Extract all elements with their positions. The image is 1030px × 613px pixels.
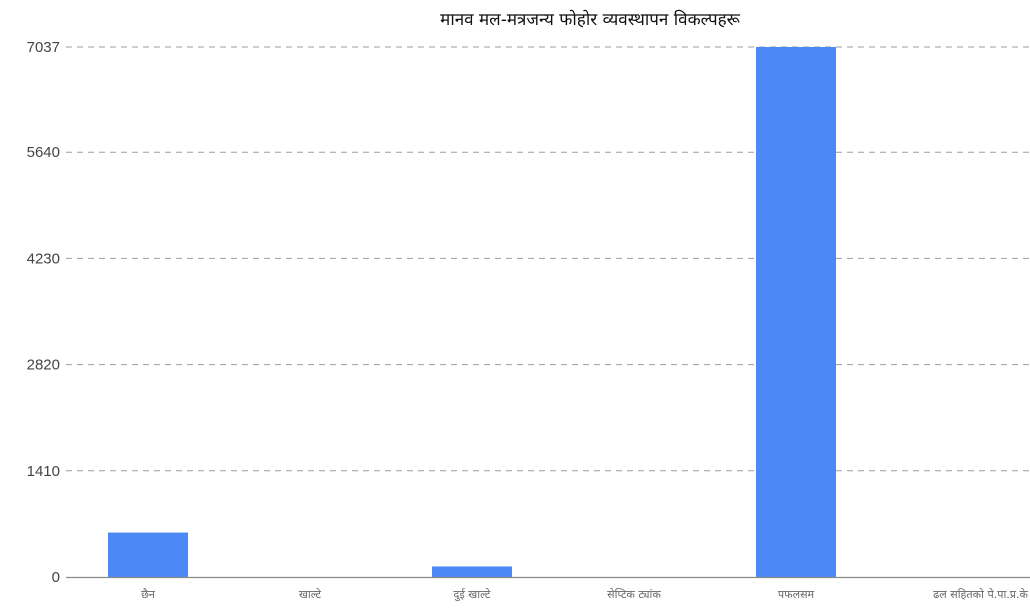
x-tick-label: ढल सहितको पे.पा.प्र.के [933,588,1028,601]
y-tick-label: 4230 [27,250,60,267]
x-tick-label: दुई खाल्टे [454,588,491,602]
bars [108,47,836,577]
x-tick-label: सेप्टिक ट्यांक [607,588,661,601]
bar [432,566,512,577]
y-tick-labels: 0 1410 2820 4230 5640 7037 [27,39,60,586]
y-tick-label: 7037 [27,39,60,56]
chart-title: मानव मल-मत्रजन्य फोहोर व्यवस्थापन विकल्प… [440,9,740,30]
y-tick-label: 1410 [27,463,60,480]
bar [108,532,188,577]
x-tick-label: छैन [141,588,156,601]
grid-lines [66,46,1030,472]
y-tick-label: 0 [52,569,60,586]
x-tick-labels: छैन खाल्टे दुई खाल्टे सेप्टिक ट्यांक पफलसम ढल… [141,588,1028,602]
bar [756,47,836,577]
y-tick-label: 5640 [27,144,60,161]
y-tick-label: 2820 [27,357,60,374]
x-tick-label: खाल्टे [299,588,322,601]
x-tick-label: पफलसम [778,588,815,601]
